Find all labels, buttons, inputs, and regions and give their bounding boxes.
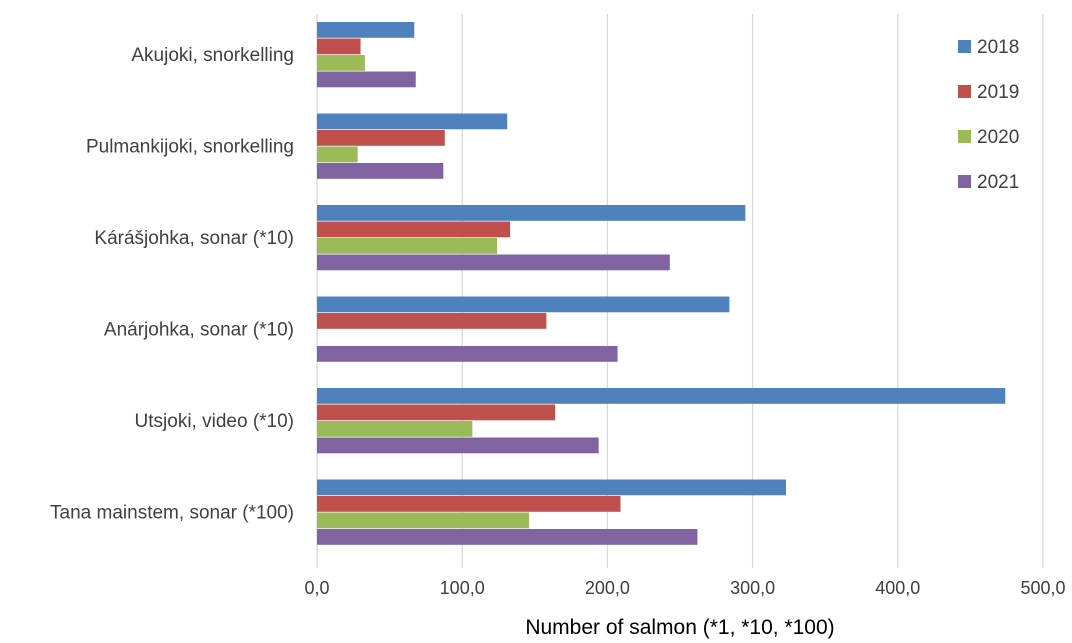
bars (317, 22, 1006, 545)
x-axis-title: Number of salmon (*1, *10, *100) (525, 616, 834, 639)
bar-2018 (317, 113, 508, 130)
category-label: Utsjoki, video (*10) (135, 411, 294, 432)
bar-2019 (317, 313, 547, 329)
legend-label: 2018 (977, 37, 1019, 58)
legend-label: 2021 (977, 172, 1019, 193)
legend-swatch (958, 175, 971, 188)
category-label: Pulmankijoki, snorkelling (86, 137, 294, 158)
bar-2020 (317, 146, 358, 163)
bar-2018 (317, 479, 786, 496)
bar-2021 (317, 346, 618, 362)
bar-2018 (317, 296, 730, 313)
category-label: Kárášjohka, sonar (*10) (94, 228, 294, 249)
category-label: Tana mainstem, sonar (*100) (50, 503, 294, 524)
bar-2018 (317, 388, 1006, 404)
x-tick-label: 300,0 (730, 578, 775, 598)
bar-2019 (317, 496, 621, 512)
bar-2018 (317, 205, 746, 221)
bar-2018 (317, 22, 415, 38)
bar-2019 (317, 404, 556, 421)
legend-label: 2020 (977, 127, 1019, 148)
x-tick-label: 200,0 (585, 578, 630, 598)
bar-2019 (317, 221, 511, 238)
legend-swatch (958, 85, 971, 98)
legend: 2018 2019 2020 2021 (958, 37, 1019, 193)
bar-2020 (317, 512, 529, 529)
bar-2020 (317, 238, 498, 254)
bar-2019 (317, 130, 445, 146)
bar-2021 (317, 254, 670, 271)
bar-2021 (317, 163, 444, 179)
category-labels: Akujoki, snorkelling Pulmankijoki, snorke… (50, 45, 294, 524)
x-tick-label: 0,0 (304, 578, 329, 598)
x-tick-label: 500,0 (1020, 578, 1065, 598)
bar-2021 (317, 529, 698, 545)
legend-swatch (958, 130, 971, 143)
bar-2021 (317, 71, 416, 88)
gridlines (316, 14, 1044, 568)
legend-swatch (958, 40, 971, 53)
category-label: Anárjohka, sonar (*10) (104, 320, 294, 341)
x-tick-labels: 0,0 100,0 200,0 300,0 400,0 500,0 (304, 578, 1065, 598)
bar-2020 (317, 421, 473, 437)
category-label: Akujoki, snorkelling (131, 45, 294, 66)
bar-2020 (317, 55, 365, 71)
legend-label: 2019 (977, 82, 1019, 103)
bar-2021 (317, 437, 599, 454)
bar-2019 (317, 38, 361, 55)
x-tick-label: 100,0 (440, 578, 485, 598)
x-tick-label: 400,0 (875, 578, 920, 598)
